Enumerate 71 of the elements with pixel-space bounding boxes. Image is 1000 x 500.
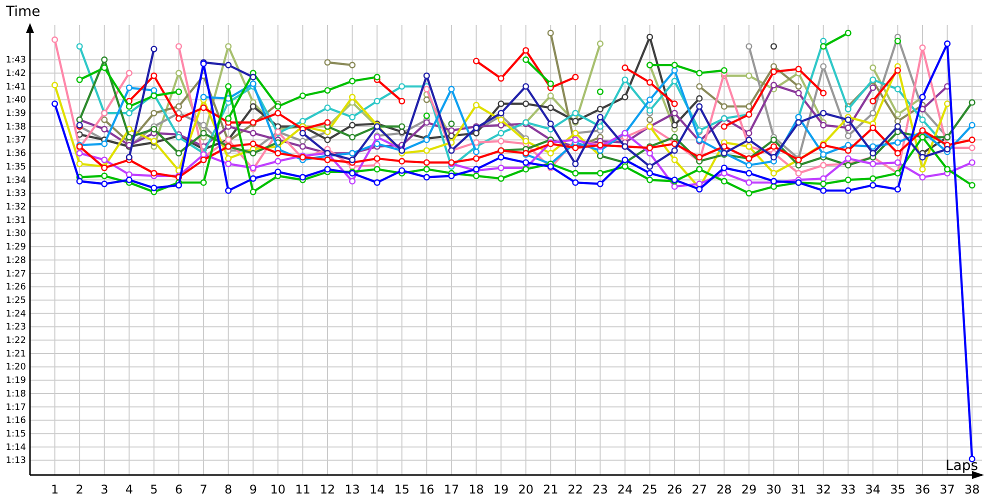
y-tick-label: 1:19 [6, 376, 26, 386]
y-tick-label: 1:13 [6, 456, 26, 466]
y-tick-label: 1:25 [6, 296, 26, 306]
y-tick-label: 1:18 [6, 389, 26, 400]
x-tick-label: 38 [964, 482, 980, 497]
y-tick-label: 1:27 [6, 269, 26, 280]
y-axis-title: Time [5, 4, 40, 20]
y-tick-label: 1:43 [6, 56, 26, 66]
x-tick-label: 25 [642, 482, 658, 497]
x-tick-label: 31 [790, 482, 806, 497]
x-tick-label: 13 [344, 482, 360, 497]
x-tick-label: 4 [125, 482, 133, 497]
x-tick-label: 26 [666, 482, 682, 497]
x-tick-label: 10 [270, 482, 286, 497]
x-tick-label: 12 [320, 482, 336, 497]
x-tick-label: 2 [76, 482, 84, 497]
x-tick-label: 3 [100, 482, 108, 497]
x-tick-label: 22 [568, 482, 584, 497]
y-tick-label: 1:23 [6, 322, 26, 333]
x-tick-label: 9 [249, 482, 257, 497]
x-tick-label: 15 [394, 482, 410, 497]
x-tick-label: 20 [518, 482, 534, 497]
y-tick-label: 1:20 [6, 362, 26, 373]
y-tick-label: 1:33 [6, 189, 26, 200]
y-tick-label: 1:30 [6, 229, 26, 240]
y-tick-label: 1:17 [6, 402, 26, 413]
x-axis-title: Laps [945, 458, 978, 474]
x-tick-label: 29 [741, 482, 757, 497]
x-tick-label: 21 [542, 482, 558, 497]
y-tick-label: 1:22 [6, 336, 26, 346]
x-tick-label: 35 [890, 482, 906, 497]
y-tick-label: 1:37 [6, 136, 26, 146]
y-tick-label: 1:21 [6, 349, 26, 360]
x-tick-label: 23 [592, 482, 608, 497]
y-tick-label: 1:16 [6, 416, 26, 426]
x-tick-label: 30 [766, 482, 782, 497]
x-tick-label: 37 [940, 482, 955, 497]
y-tick-label: 1:36 [6, 149, 26, 160]
x-tick-label: 34 [865, 482, 881, 497]
x-tick-label: 11 [295, 482, 310, 497]
y-tick-label: 1:39 [6, 109, 26, 120]
y-tick-label: 1:41 [6, 82, 26, 92]
y-tick-label: 1:35 [6, 162, 26, 172]
y-tick-label: 1:26 [6, 282, 26, 293]
y-tick-label: 1:29 [6, 242, 26, 253]
x-tick-label: 36 [914, 482, 930, 497]
y-tick-label: 1:32 [6, 202, 26, 212]
x-tick-label: 8 [224, 482, 232, 497]
x-tick-label: 18 [468, 482, 484, 497]
y-tick-label: 1:31 [6, 216, 26, 226]
x-tick-label: 33 [840, 482, 856, 497]
x-tick-label: 19 [493, 482, 509, 497]
x-tick-label: 17 [444, 482, 460, 497]
x-tick-label: 14 [369, 482, 385, 497]
x-tick-label: 7 [200, 482, 208, 497]
x-tick-label: 5 [150, 482, 158, 497]
y-tick-label: 1:42 [6, 68, 26, 79]
y-tick-label: 1:40 [6, 96, 26, 106]
x-tick-label: 32 [816, 482, 831, 497]
y-tick-label: 1:14 [6, 442, 26, 453]
x-tick-label: 24 [617, 482, 633, 497]
y-tick-label: 1:15 [6, 429, 26, 440]
x-tick-label: 1 [50, 482, 59, 497]
y-tick-label: 1:24 [6, 309, 26, 320]
x-tick-label: 6 [174, 482, 183, 497]
y-tick-label: 1:38 [6, 122, 26, 132]
x-tick-label: 28 [716, 482, 732, 497]
x-tick-label: 27 [692, 482, 708, 497]
x-tick-label: 16 [419, 482, 434, 497]
y-tick-label: 1:28 [6, 256, 26, 266]
y-tick-label: 1:34 [6, 176, 26, 186]
